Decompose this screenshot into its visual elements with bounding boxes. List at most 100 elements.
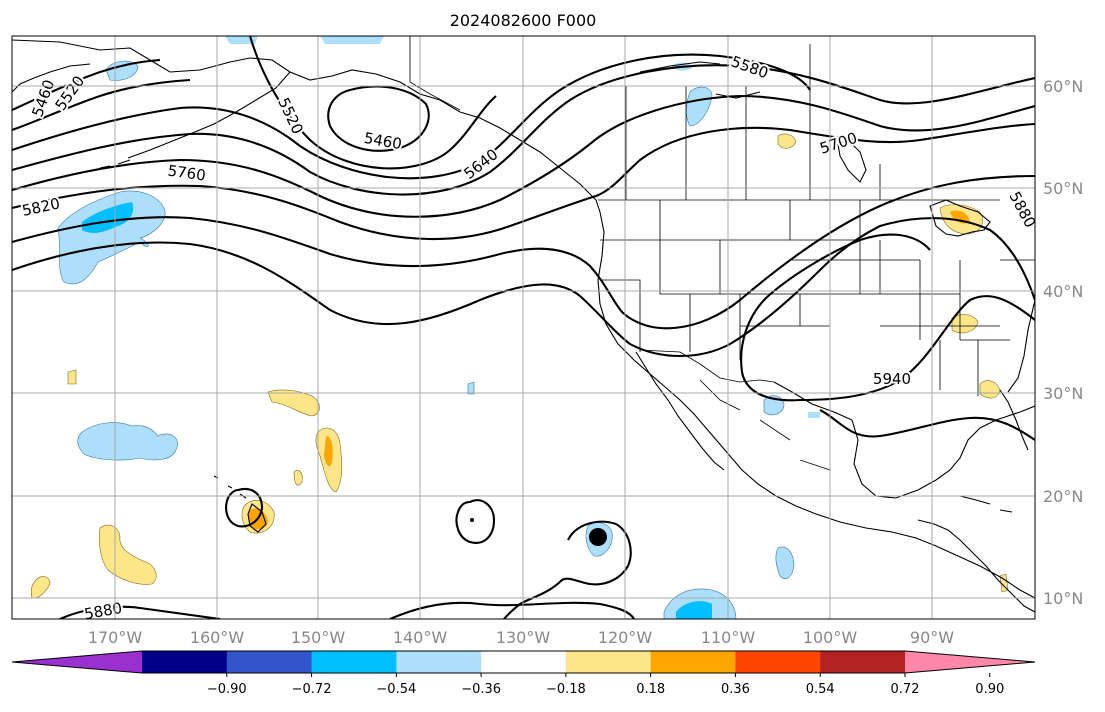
anomaly-region-mid-pacific-orange: [324, 436, 333, 467]
longitude-label: 130°W: [496, 628, 551, 647]
figure-title: 2024082600 F000: [450, 11, 597, 30]
latitude-label: 30°N: [1043, 384, 1083, 403]
canada-north-coast: [639, 61, 761, 99]
longitude-label: 160°W: [190, 628, 245, 647]
colorbar: −0.90 −0.72 −0.54 −0.36 −0.18 0.18 0.36 0.54 0.7…: [11, 650, 1036, 697]
latitude-label: 20°N: [1043, 487, 1083, 506]
colorbar-outline: [11, 650, 1036, 674]
contour-mid-pacific-low: [455, 499, 496, 544]
anomaly-region-southwest-yellow: [98, 524, 157, 585]
low-center-dot: [470, 518, 474, 522]
central-america-coast: [917, 519, 1035, 613]
contour-5880-south: [59, 605, 221, 619]
longitude-labels: 170°W 160°W 150°W 140°W 130°W 120°W 110°…: [88, 628, 954, 647]
height-contours: [12, 36, 1035, 619]
colorbar-extension-high: [905, 651, 1035, 673]
colorbar-segment: [565, 651, 652, 673]
us-states-east: [880, 259, 1035, 396]
latitude-label: 10°N: [1043, 589, 1083, 608]
contour-5460-low: [327, 85, 430, 152]
colorbar-segment: [481, 651, 567, 673]
shaded-regions: [30, 36, 1009, 619]
colorbar-tick-label: 0.54: [806, 682, 835, 697]
anomaly-region-canada-yellow: [777, 133, 797, 149]
anomaly-region-top-blue-2: [320, 36, 384, 44]
colorbar-segment: [142, 651, 228, 673]
bering-coast: [12, 63, 91, 93]
graticule: [12, 36, 1035, 619]
anomaly-region-far-west-yellow: [30, 576, 51, 599]
us-mexico-border: [639, 349, 775, 383]
longitude-label: 100°W: [803, 628, 858, 647]
canada-provinces: [625, 44, 1035, 200]
colorbar-tick-label: −0.90: [207, 682, 247, 697]
longitude-label: 110°W: [701, 628, 756, 647]
longitude-label: 90°W: [910, 628, 954, 647]
colorbar-tick-label: −0.54: [376, 682, 416, 697]
anomaly-region-tropical-blue-1: [775, 546, 795, 579]
mexico-states: [699, 379, 831, 471]
anomaly-region-southeast-yellow: [951, 314, 979, 334]
baja-california: [635, 351, 725, 471]
colorbar-segment: [820, 651, 906, 673]
contour-label: 5880: [83, 599, 124, 623]
hawaii-islands: [213, 475, 267, 533]
anomaly-region-hawaii-yellow: [267, 389, 320, 417]
anomaly-region-great-lakes-orange: [950, 210, 970, 224]
contour-5580: [12, 53, 811, 180]
colorbar-tick-label: 0.72: [891, 682, 920, 697]
colorbar-tick-label: 0.36: [721, 682, 750, 697]
colorbar-tick-label: 0.90: [975, 682, 1004, 697]
longitude-label: 170°W: [88, 628, 143, 647]
coastlines: [12, 39, 1035, 613]
longitude-label: 140°W: [393, 628, 448, 647]
east-coast: [1007, 299, 1035, 393]
colorbar-tick-label: −0.72: [292, 682, 332, 697]
contour-5700: [12, 94, 1035, 218]
map-frame: [11, 35, 1036, 620]
colorbar-segment: [311, 651, 397, 673]
anomaly-region-dot-yellow-1: [67, 369, 77, 385]
great-lakes: [929, 199, 991, 237]
colorbar-tick-label: −0.36: [461, 682, 501, 697]
alaska-coast: [12, 39, 601, 213]
colorbar-extension-low: [12, 651, 142, 673]
contour-5880-main: [12, 217, 1035, 357]
alaska-peninsula: [127, 71, 291, 159]
longitude-label: 120°W: [598, 628, 653, 647]
gulf-of-mexico-coast: [773, 381, 1035, 499]
colorbar-tick-label: −0.18: [546, 682, 586, 697]
contour-5640: [12, 64, 1035, 196]
anomaly-core-north-pacific: [82, 202, 134, 233]
contour-label: 5940: [873, 370, 911, 388]
anomaly-region-small-blue: [467, 381, 475, 395]
political-borders: [409, 36, 1035, 471]
colorbar-tick-label: 0.18: [636, 682, 665, 697]
us-states-west: [600, 200, 791, 360]
latitude-label: 40°N: [1043, 282, 1083, 301]
anomaly-region-hawaii-north-blue: [77, 422, 178, 461]
contour-5940-east: [819, 409, 1035, 441]
contour-south-segment: [389, 601, 635, 619]
longitude-label: 150°W: [291, 628, 346, 647]
anomaly-region-north-pacific-blue: [57, 190, 166, 285]
latitude-labels: 60°N 50°N 40°N 30°N 20°N 10°N: [1043, 77, 1083, 608]
contour-5820: [12, 174, 1035, 330]
map-panel: 5460 5520 5460 5520 5580 5640 5700 5760 …: [11, 35, 1036, 623]
cyclone-center-marker: [589, 528, 607, 546]
hudson-bay-coast: [837, 139, 867, 183]
contour-5460-west: [12, 58, 161, 111]
caribbean-islands: [959, 495, 1013, 513]
anomaly-region-gulf-blue: [808, 412, 820, 418]
contour-hawaii-low: [225, 488, 264, 528]
colorbar-segment: [650, 651, 736, 673]
latitude-label: 60°N: [1043, 77, 1083, 96]
colorbar-segment: [226, 651, 313, 673]
florida-coast: [999, 389, 1029, 451]
anomaly-core-tropical: [676, 601, 712, 619]
latitude-label: 50°N: [1043, 179, 1083, 198]
contour-5520-west: [12, 78, 191, 131]
colorbar-segment: [396, 651, 482, 673]
